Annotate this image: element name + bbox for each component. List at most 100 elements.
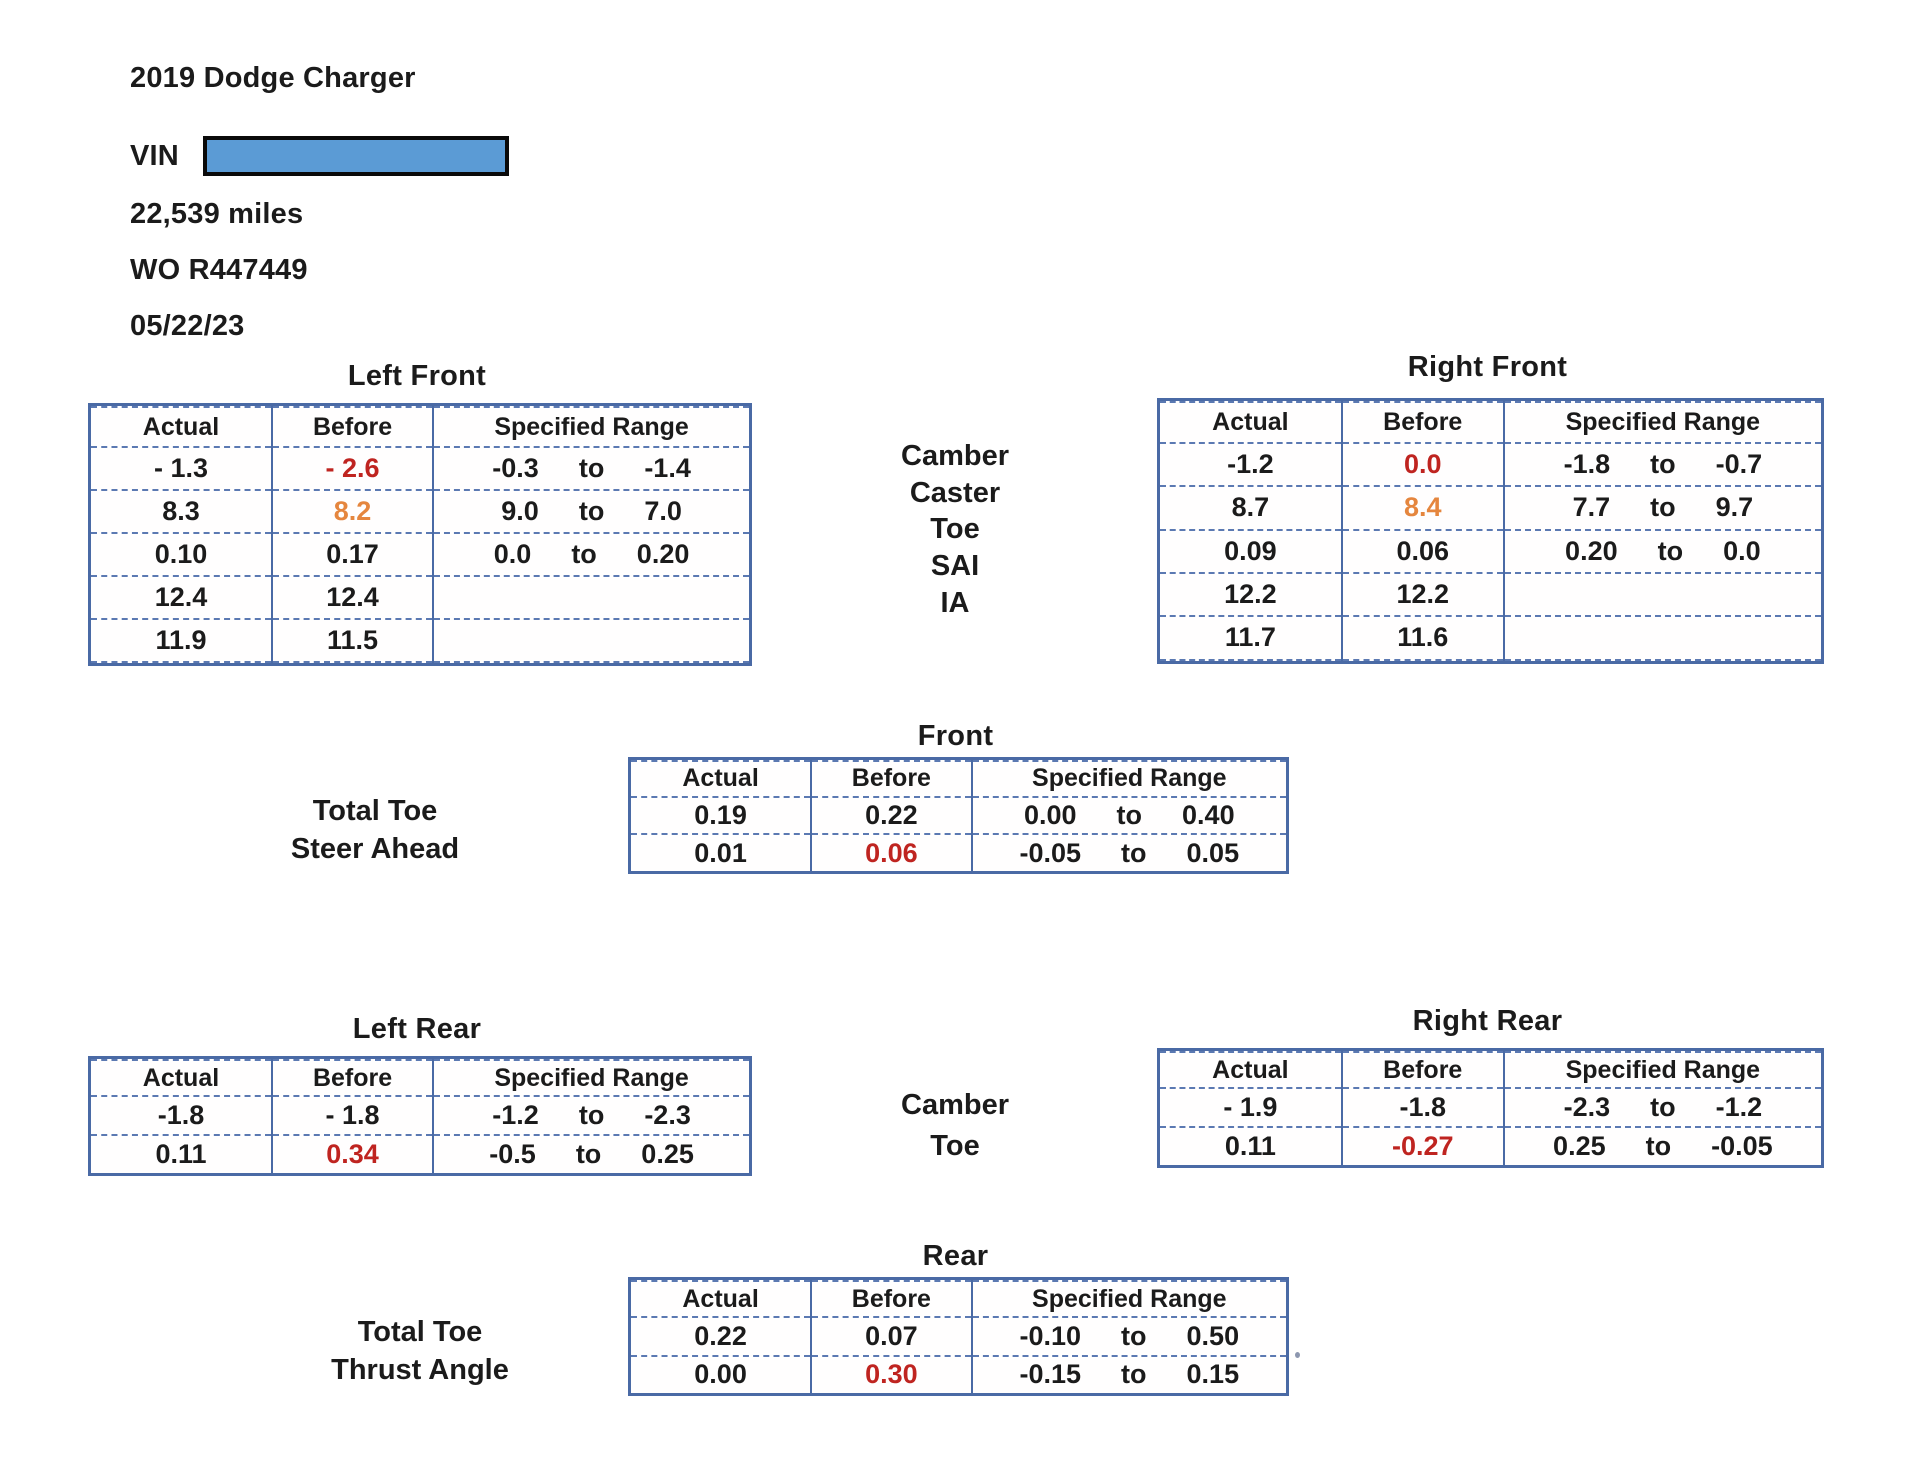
rear_left-row-camber: -1.8- 1.8 -1.2 to -2.3: [91, 1095, 749, 1136]
row-label-total-toe: Total Toe: [312, 795, 438, 828]
front_mid-grid: Actual Before Specified Range 0.19 0.22 0.00 t…: [631, 760, 1286, 871]
rear_mid-thrust-angle-before: 0.30: [810, 1354, 972, 1393]
rear_left-toe-specified-range: -0.5 to 0.25: [432, 1134, 749, 1173]
front_right-ia-before: 11.6: [1340, 615, 1504, 660]
section-title-front: Front: [917, 720, 994, 752]
rear_left-camber-range-to: to: [578, 1100, 605, 1131]
work-order-text: WO R447449: [130, 254, 308, 286]
front_left-caster-specified-range: 9.0 to 7.0: [432, 489, 749, 534]
front_mid-header-specified-range: Specified Range: [970, 760, 1286, 797]
front_left-header-specified-range: Specified Range: [432, 405, 749, 448]
rear_mid-thrust-angle-range-max: 0.15: [1186, 1359, 1240, 1390]
rear_mid-header-before: Before: [810, 1279, 972, 1318]
rear_right-header-actual: Actual: [1160, 1050, 1342, 1089]
front_right-camber-range-min: -1.8: [1563, 448, 1611, 479]
front_left-camber-before: - 2.6: [270, 446, 434, 491]
front_left-header-actual: Actual: [91, 405, 272, 448]
date-text: 05/22/23: [130, 310, 245, 342]
front-totals-labels: Total Toe Steer Ahead: [225, 793, 525, 868]
front_right-sai-specified-range: [1502, 571, 1821, 617]
row-label-toe: Toe: [930, 1130, 980, 1162]
rear_mid-thrust-angle-range-to: to: [1121, 1359, 1147, 1390]
rear_mid-thrust-angle-range-min: -0.15: [1019, 1359, 1082, 1390]
scan-artifact-dot: [1295, 1352, 1300, 1358]
right-front-table: Actual Before Specified Range -1.2 0.0 -1.8 to…: [1157, 398, 1824, 664]
rear_right-header-specified-range: Specified Range: [1502, 1050, 1821, 1089]
front_left-row-blank: [91, 660, 749, 665]
rear_left-toe-actual: 0.11: [91, 1134, 272, 1173]
rear_right-camber-range-max: -1.2: [1715, 1092, 1763, 1123]
front_right-caster-specified-range: 7.7 to 9.7: [1502, 485, 1821, 530]
front_mid-total-toe-range-max: 0.40: [1182, 799, 1235, 830]
front_right-caster-range-to: to: [1650, 492, 1676, 523]
rear-measurement-labels: Camber Toe: [775, 1085, 1135, 1167]
front_left-blank-actual: [91, 660, 272, 665]
front_right-camber-before: 0.0: [1340, 441, 1504, 487]
front_right-caster-range-min: 7.7: [1572, 492, 1611, 523]
front_right-toe-before: 0.06: [1340, 528, 1504, 573]
rear_right-toe-actual: 0.11: [1160, 1126, 1342, 1165]
front_right-camber-range-max: -0.7: [1715, 448, 1763, 479]
front_left-camber-range-max: -1.4: [644, 453, 691, 484]
front_mid-total-toe-before: 0.22: [810, 795, 972, 835]
front_right-header-before: Before: [1340, 401, 1504, 443]
front_right-toe-specified-range: 0.20 to 0.0: [1502, 528, 1821, 573]
front_left-blank-specified-range: [432, 660, 749, 665]
rear_mid-total-toe-range-to: to: [1121, 1320, 1147, 1351]
rear_left-header-before: Before: [270, 1058, 434, 1097]
rear_mid-total-toe-range-max: 0.50: [1186, 1320, 1240, 1351]
rear_mid-row-thrust-angle: 0.00 0.30 -0.15 to 0.15: [631, 1354, 1286, 1393]
front_right-row-camber: -1.2 0.0 -1.8 to -0.7: [1160, 441, 1821, 487]
rear_left-toe-range-min: -0.5: [489, 1139, 536, 1170]
row-label-ia: IA: [940, 587, 970, 620]
rear_left-camber-actual: -1.8: [91, 1095, 272, 1136]
front-measurement-labels: Camber Caster Toe SAI IA: [775, 438, 1135, 622]
front_left-toe-actual: 0.10: [91, 532, 272, 576]
front_mid-total-toe-specified-range: 0.00 to 0.40: [970, 795, 1286, 835]
front_right-blank-actual: [1160, 658, 1342, 663]
front_right-grid: Actual Before Specified Range -1.2 0.0 -1.8 to…: [1160, 401, 1821, 663]
rear_right-toe-specified-range: 0.25 to -0.05: [1502, 1126, 1821, 1165]
front_right-caster-before: 8.4: [1340, 485, 1504, 530]
rear_left-toe-range-to: to: [575, 1139, 602, 1170]
mileage-text: 22,539 miles: [130, 198, 304, 230]
section-title-left-rear: Left Rear: [352, 1013, 482, 1045]
front_right-ia-actual: 11.7: [1160, 615, 1342, 660]
front_left-blank-before: [270, 660, 434, 665]
front_left-camber-specified-range: -0.3 to -1.4: [432, 446, 749, 491]
front_right-toe-actual: 0.09: [1160, 528, 1342, 573]
rear_left-grid: Actual Before Specified Range -1.8- 1.8 -1.2…: [91, 1058, 749, 1173]
rear_mid-total-toe-specified-range: -0.10 to 0.50: [970, 1316, 1286, 1356]
row-label-toe: Toe: [930, 513, 980, 546]
front_mid-row-total-toe: 0.19 0.22 0.00 to 0.40: [631, 795, 1286, 835]
front_left-sai-specified-range: [432, 574, 749, 619]
rear_right-camber-specified-range: -2.3 to -1.2: [1502, 1087, 1821, 1128]
front_right-header-specified-range: Specified Range: [1502, 401, 1821, 443]
rear_mid-header-specified-range: Specified Range: [970, 1279, 1286, 1318]
row-label-camber: Camber: [901, 439, 1009, 472]
front_left-header-before: Before: [270, 405, 434, 448]
rear_right-toe-range-to: to: [1645, 1131, 1672, 1162]
rear_mid-total-toe-actual: 0.22: [631, 1316, 812, 1356]
front_right-row-blank: [1160, 658, 1821, 663]
front_right-camber-actual: -1.2: [1160, 441, 1342, 487]
front_right-row-ia: 11.7 11.6: [1160, 615, 1821, 660]
rear-totals-labels: Total Toe Thrust Angle: [270, 1313, 570, 1389]
front_left-row-camber: - 1.3- 2.6 -0.3 to -1.4: [91, 446, 749, 491]
front_left-camber-range-min: -0.3: [492, 453, 539, 484]
rear_right-header-before: Before: [1340, 1050, 1504, 1089]
rear_left-camber-specified-range: -1.2 to -2.3: [432, 1095, 749, 1136]
section-title-left-front: Left Front: [347, 360, 487, 392]
front_right-header-actual: Actual: [1160, 401, 1342, 443]
rear_right-camber-before: -1.8: [1340, 1087, 1504, 1128]
front_left-caster-actual: 8.3: [91, 489, 272, 534]
front_left-ia-specified-range: [432, 617, 749, 662]
front_right-row-sai: 12.2 12.2: [1160, 571, 1821, 617]
rear_left-header-specified-range: Specified Range: [432, 1058, 749, 1097]
front_left-ia-before: 11.5: [270, 617, 434, 662]
vin-row: VIN: [130, 136, 509, 176]
row-label-steer-ahead: Steer Ahead: [290, 832, 460, 865]
row-label-camber: Camber: [901, 1089, 1009, 1121]
rear_left-row-toe: 0.11 0.34 -0.5 to 0.25: [91, 1134, 749, 1173]
front_right-sai-actual: 12.2: [1160, 571, 1342, 617]
